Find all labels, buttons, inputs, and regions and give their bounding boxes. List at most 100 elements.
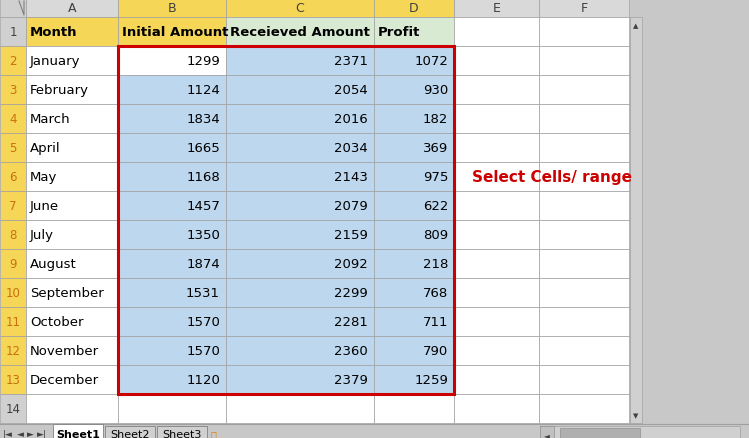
Bar [539,365,629,394]
Bar [539,134,629,162]
Text: September: September [30,286,104,299]
Text: 12: 12 [5,344,20,357]
Bar [0,336,26,365]
Bar [539,249,629,279]
Bar [118,134,226,162]
Text: 10: 10 [5,286,20,299]
Bar [0,394,26,423]
Text: 930: 930 [422,84,448,97]
Bar [157,426,207,438]
Bar [374,365,454,394]
Bar [374,76,454,105]
Bar [118,336,226,365]
Text: 1570: 1570 [186,315,220,328]
Bar [374,191,454,220]
Text: January: January [30,55,80,68]
Bar [539,18,629,47]
Bar [118,249,226,279]
Bar [0,220,26,249]
Bar [0,0,26,18]
Bar [454,0,539,18]
Bar [226,191,374,220]
Bar [539,336,629,365]
Bar [118,76,226,105]
Bar [454,394,539,423]
Bar [0,307,26,336]
Bar [226,134,374,162]
Bar [26,105,118,134]
Bar [630,18,642,423]
Text: 790: 790 [422,344,448,357]
Text: 369: 369 [422,141,448,155]
Bar [539,47,629,76]
Text: 809: 809 [423,229,448,241]
Bar [374,105,454,134]
Text: ◄: ◄ [17,430,24,438]
Text: 1874: 1874 [187,258,220,270]
Text: A: A [67,3,76,15]
Text: December: December [30,373,99,386]
Text: 2: 2 [9,55,16,68]
Text: 1124: 1124 [186,84,220,97]
Bar [374,394,454,423]
Bar [118,365,226,394]
Text: Receieved Amount: Receieved Amount [230,26,370,39]
Bar [374,0,454,18]
Text: 2281: 2281 [334,315,368,328]
Text: 2034: 2034 [334,141,368,155]
Text: May: May [30,171,58,184]
Text: 622: 622 [422,200,448,212]
Bar [0,424,749,438]
Bar [226,249,374,279]
Bar [226,394,374,423]
Bar [118,18,226,47]
Bar [118,394,226,423]
Bar [454,336,539,365]
Text: 2016: 2016 [334,113,368,126]
Text: April: April [30,141,61,155]
Bar [118,47,226,76]
Text: 2379: 2379 [334,373,368,386]
Bar [454,191,539,220]
Text: 2299: 2299 [334,286,368,299]
Bar [374,279,454,307]
Text: November: November [30,344,99,357]
Text: 9: 9 [9,258,16,270]
Text: 1168: 1168 [187,171,220,184]
Text: 2079: 2079 [334,200,368,212]
Text: 975: 975 [422,171,448,184]
Text: 2054: 2054 [334,84,368,97]
Text: Sheet1: Sheet1 [56,429,100,438]
Bar [26,220,118,249]
Bar [454,162,539,191]
Bar [454,279,539,307]
Bar [118,0,226,18]
Bar [0,0,629,423]
Bar [118,191,226,220]
Text: 218: 218 [422,258,448,270]
Bar [118,307,226,336]
Bar [374,134,454,162]
Bar [0,191,26,220]
Bar [374,47,454,76]
Text: B: B [168,3,176,15]
Text: E: E [493,3,500,15]
Text: 1457: 1457 [186,200,220,212]
Text: F: F [580,3,587,15]
Bar [560,428,640,438]
Text: 768: 768 [422,286,448,299]
Text: Sheet3: Sheet3 [163,429,201,438]
Text: Initial Amount: Initial Amount [122,26,228,39]
Text: 2360: 2360 [334,344,368,357]
Bar [454,105,539,134]
Bar [118,105,226,134]
Bar [226,279,374,307]
Bar [539,191,629,220]
Bar [454,249,539,279]
Bar [226,162,374,191]
Bar [539,279,629,307]
Bar [0,249,26,279]
Bar [26,279,118,307]
Text: 182: 182 [422,113,448,126]
Bar [118,279,226,307]
